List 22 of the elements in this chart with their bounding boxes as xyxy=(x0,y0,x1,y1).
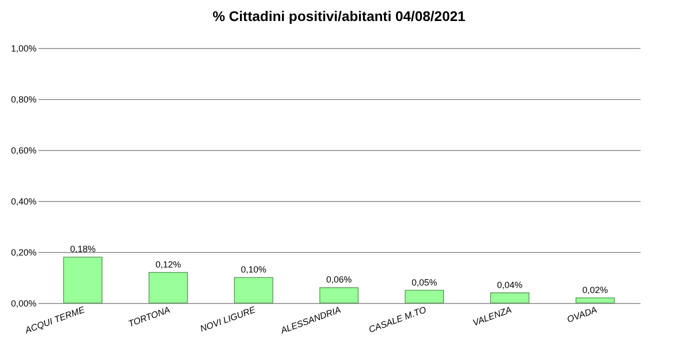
y-tick-label: 0,00% xyxy=(10,298,36,308)
data-label: 0,10% xyxy=(240,264,266,274)
chart-title: % Cittadini positivi/abitanti 04/08/2021 xyxy=(212,8,466,24)
y-tick-label: 0,40% xyxy=(10,196,36,206)
bar xyxy=(63,256,102,304)
bar xyxy=(576,298,615,304)
data-label: 0,04% xyxy=(497,280,523,290)
bar xyxy=(148,272,188,304)
y-tick-label: 0,20% xyxy=(10,248,36,258)
y-tick-label: 0,60% xyxy=(10,146,36,156)
bar xyxy=(404,290,444,304)
data-label: 0,06% xyxy=(326,274,352,285)
y-tick-label: 1,00% xyxy=(10,44,36,54)
bar xyxy=(490,292,530,304)
x-tick-label: OVADA xyxy=(566,304,598,325)
bar xyxy=(319,287,359,304)
data-label: 0,18% xyxy=(70,244,96,254)
data-label: 0,05% xyxy=(412,277,438,288)
y-tick-label: 0,80% xyxy=(10,94,36,104)
bar xyxy=(234,277,274,304)
data-label: 0,02% xyxy=(582,284,608,295)
data-label: 0,12% xyxy=(155,259,181,270)
